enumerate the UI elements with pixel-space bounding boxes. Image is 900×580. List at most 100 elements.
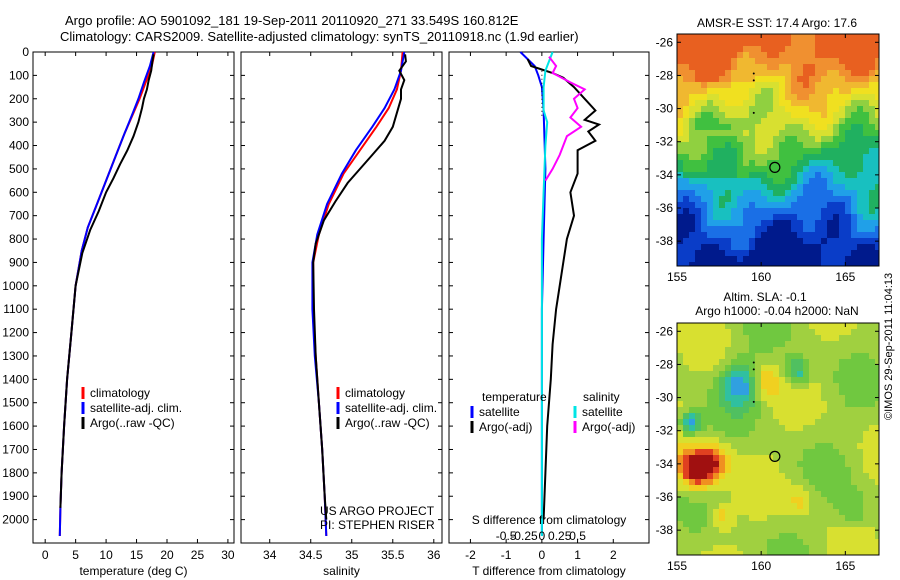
map-ytick-label: -32 (656, 424, 674, 438)
map-ytick-label: -38 (656, 234, 674, 248)
annotation-text: US ARGO PROJECT (320, 504, 435, 518)
xtick-label: 15 (130, 548, 144, 562)
ytick-label: 100 (9, 68, 29, 82)
xaxis-label: T difference from climatology (472, 564, 626, 578)
legend-label: satellite-adj. clim. (345, 401, 437, 415)
ytick-label: 700 (9, 209, 29, 223)
figure-title-line1: Argo profile: AO 5901092_181 19-Sep-2011… (65, 13, 519, 28)
legend-label: Argo(..raw -QC) (90, 416, 175, 430)
xaxis-label-secondary: S difference from climatology (472, 513, 627, 527)
map-ytick-label: -34 (656, 457, 674, 471)
map-xtick-label: 165 (835, 559, 855, 573)
legend-title-temperature: temperature (482, 390, 547, 404)
legend-label: Argo(..raw -QC) (345, 416, 430, 430)
map-ytick-label: -30 (656, 102, 674, 116)
trajectory-dot (752, 368, 755, 371)
trajectory-dot (752, 111, 755, 114)
trajectory-dot (752, 79, 755, 82)
xtick-label-secondary: 0 (539, 529, 546, 543)
xtick-label: 20 (160, 548, 174, 562)
map-ytick-label: -28 (656, 357, 674, 371)
map-ytick-label: -26 (656, 35, 674, 49)
panel-3-frame (448, 51, 650, 544)
sst-map (677, 34, 880, 267)
map-title-sla: Altim. SLA: -0.1 (723, 290, 807, 304)
legend-label: Argo(-adj) (582, 420, 635, 434)
panel-1-frame (32, 51, 235, 544)
xtick-label: 34.5 (299, 548, 323, 562)
series-line-argo-adj- (544, 56, 587, 182)
xaxis-label: salinity (323, 564, 360, 578)
map-ytick-label: -32 (656, 135, 674, 149)
xtick-label: 1 (574, 548, 581, 562)
map-xtick-label: 155 (667, 270, 687, 284)
xtick-label-secondary: -0.25 (510, 529, 538, 543)
xtick-label: 5 (72, 548, 79, 562)
xaxis-label: temperature (deg C) (79, 564, 187, 578)
xtick-label: 30 (221, 548, 235, 562)
xtick-label: 2 (610, 548, 617, 562)
xtick-label: 25 (191, 548, 205, 562)
map-subtitle-sla: Argo h1000: -0.04 h2000: NaN (695, 304, 858, 318)
annotation-text: PI: STEPHEN RISER (320, 518, 435, 532)
legend-label: climatology (345, 386, 405, 400)
ytick-label: 2000 (2, 513, 29, 527)
ytick-label: 1100 (3, 302, 29, 316)
figure-credit: ©IMOS 29-Sep-2011 11:04:13 (883, 272, 895, 420)
argo-location-marker (769, 450, 781, 462)
series-line-argo-raw-qc- (59, 54, 155, 508)
ytick-label: 1000 (2, 279, 29, 293)
ytick-label: 1700 (2, 442, 29, 456)
map-ytick-label: -34 (656, 168, 674, 182)
ytick-label: 1500 (2, 396, 29, 410)
xtick-label: -1 (501, 548, 512, 562)
ytick-label: 900 (9, 255, 29, 269)
ytick-label: 600 (9, 185, 29, 199)
map-title-sst: AMSR-E SST: 17.4 Argo: 17.6 (697, 16, 857, 30)
ytick-label: 0 (22, 45, 29, 59)
xtick-label-secondary: 0.5 (569, 529, 586, 543)
trajectory-dot (752, 72, 755, 75)
map-xtick-label: 160 (751, 270, 771, 284)
xtick-label: 36 (427, 548, 441, 562)
trajectory-dot (752, 400, 755, 403)
sla-map (677, 323, 880, 556)
ytick-label: 300 (9, 115, 29, 129)
xtick-label: 34 (263, 548, 277, 562)
ytick-label: 1800 (2, 466, 29, 480)
xtick-label-secondary: 0.25 (548, 529, 572, 543)
argo-location-marker (769, 161, 781, 173)
legend-label: satellite (479, 405, 520, 419)
xtick-label: 0 (539, 548, 546, 562)
map-xtick-label: 160 (751, 559, 771, 573)
figure-title-line2: Climatology: CARS2009. Satellite-adjuste… (60, 29, 579, 44)
map-xtick-label: 155 (667, 559, 687, 573)
legend-title-salinity: salinity (583, 390, 620, 404)
map-ytick-label: -38 (656, 523, 674, 537)
legend-label: Argo(-adj) (479, 420, 532, 434)
legend-label: satellite-adj. clim. (90, 401, 182, 415)
legend-label: climatology (90, 386, 150, 400)
xtick-label: 0 (42, 548, 49, 562)
ytick-label: 200 (9, 92, 29, 106)
xtick-label: 35 (345, 548, 359, 562)
trajectory-dot (752, 361, 755, 364)
ytick-label: 800 (9, 232, 29, 246)
legend-label: satellite (582, 405, 623, 419)
xtick-label: 10 (99, 548, 113, 562)
map-ytick-label: -28 (656, 68, 674, 82)
map-ytick-label: -36 (656, 490, 674, 504)
sst-map-frame (676, 33, 880, 267)
series-line-satellite (540, 51, 554, 536)
map-xtick-label: 165 (835, 270, 855, 284)
xtick-label: -2 (465, 548, 476, 562)
ytick-label: 1400 (2, 372, 29, 386)
ytick-label: 500 (9, 162, 29, 176)
series-line-argo-adj- (526, 58, 602, 520)
ytick-label: 1600 (2, 419, 29, 433)
ytick-label: 1900 (2, 489, 29, 503)
panel-2-frame (240, 51, 443, 544)
series-line-argo-raw-qc- (312, 54, 407, 520)
